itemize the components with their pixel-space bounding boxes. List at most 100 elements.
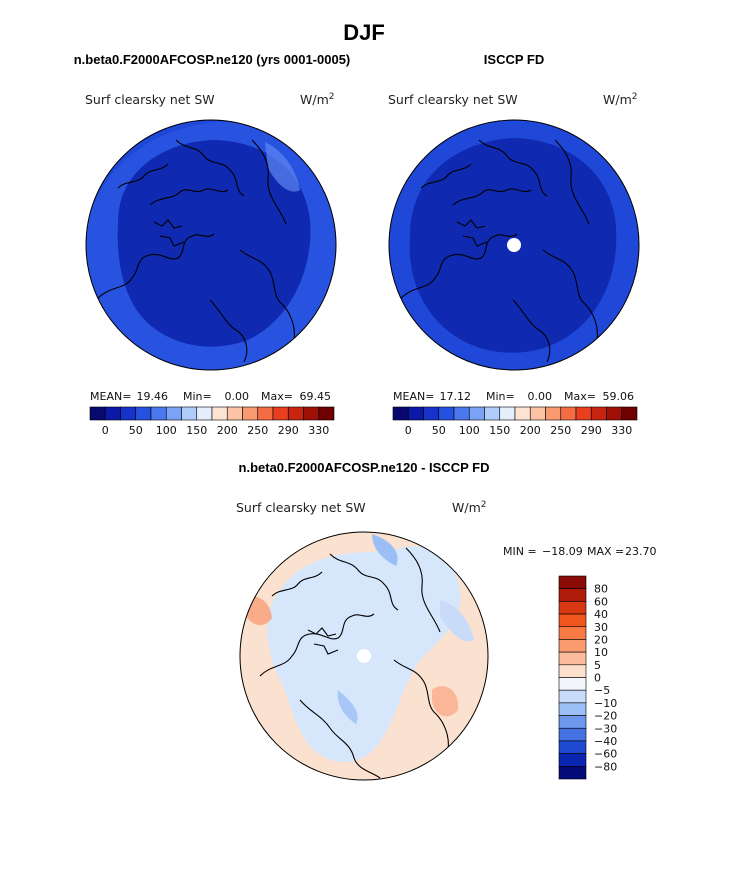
colorbar-swatch (257, 406, 274, 421)
panel1-variable: Surf clearsky net SW (85, 92, 215, 107)
colorbar-tick-label: 0 (405, 424, 412, 437)
panel2-map (388, 119, 640, 371)
panel3-min-value: −18.09 (542, 545, 583, 558)
colorbar-swatch (196, 406, 213, 421)
colorbar-tick-label: −5 (594, 684, 610, 697)
colorbar-tick-label: 290 (278, 424, 299, 437)
panel1-title: n.beta0.F2000AFCOSP.ne120 (yrs 0001-0005… (74, 52, 351, 67)
colorbar-tick-label: −80 (594, 760, 617, 773)
colorbar-swatch (165, 406, 182, 421)
colorbar-swatch (89, 406, 106, 421)
season-title: DJF (343, 20, 385, 45)
colorbar-swatch (558, 613, 587, 628)
colorbar-tick-label: 20 (594, 633, 608, 646)
panel1-max-label: Max= (261, 390, 293, 403)
panel2-colorbar-labels: 0 50 100 150 200 250 290 330 (405, 424, 633, 437)
colorbar-tick-label: 200 (520, 424, 541, 437)
colorbar-swatch (135, 406, 152, 421)
colorbar-tick-label: 100 (156, 424, 177, 437)
panel1-mean-value: 19.46 (137, 390, 169, 403)
panel2-max-value: 59.06 (603, 390, 635, 403)
panel3-negative-patch-north (372, 534, 398, 566)
panel3-max-label: MAX = (587, 545, 624, 558)
colorbar-tick-label: 200 (217, 424, 238, 437)
panel1-stats: MEAN= 19.46 Min= 0.00 Max= 69.45 (90, 390, 331, 403)
colorbar-tick-label: 50 (129, 424, 143, 437)
colorbar-swatch (558, 766, 587, 780)
panel1-coastlines (95, 139, 295, 363)
colorbar-tick-label: 150 (489, 424, 510, 437)
colorbar-tick-label: −10 (594, 697, 617, 710)
panel1-map-border (85, 119, 337, 371)
colorbar-swatch (558, 727, 587, 742)
panel2-variable: Surf clearsky net SW (388, 92, 518, 107)
colorbar-swatch (558, 588, 587, 602)
colorbar-swatch (558, 702, 587, 716)
panel2-colorbar (392, 406, 638, 421)
panel3-map (239, 531, 489, 781)
colorbar-swatch (621, 406, 638, 421)
panel2-title: ISCCP FD (484, 52, 544, 67)
colorbar-swatch (407, 406, 424, 421)
colorbar-swatch (438, 406, 455, 421)
colorbar-swatch (514, 406, 531, 421)
colorbar-tick-label: 5 (594, 659, 601, 672)
colorbar-tick-label: 250 (247, 424, 268, 437)
colorbar-swatch (499, 406, 516, 421)
colorbar-swatch (392, 406, 409, 421)
colorbar-swatch (287, 406, 304, 421)
panel3-units: W/m2 (452, 500, 486, 515)
colorbar-tick-label: 290 (581, 424, 602, 437)
panel3-coastlines (259, 547, 449, 779)
colorbar-swatch (558, 651, 587, 666)
colorbar-swatch (318, 406, 335, 421)
panel2-stats: MEAN= 17.12 Min= 0.00 Max= 59.06 (393, 390, 634, 403)
colorbar-tick-label: 330 (308, 424, 329, 437)
colorbar-tick-label: 150 (186, 424, 207, 437)
colorbar-swatch (560, 406, 577, 421)
colorbar-tick-label: 100 (459, 424, 480, 437)
panel2-min-value: 0.00 (528, 390, 553, 403)
colorbar-swatch (558, 601, 587, 615)
panel1-units: W/m2 (300, 92, 334, 107)
panel1-map (85, 119, 337, 371)
colorbar-swatch (606, 406, 623, 421)
panel2-max-label: Max= (564, 390, 596, 403)
colorbar-tick-label: −60 (594, 748, 617, 761)
panel1-greenland-patch (265, 142, 300, 192)
panel3-max-value: 23.70 (625, 545, 657, 558)
colorbar-swatch (575, 406, 592, 421)
colorbar-tick-label: −20 (594, 710, 617, 723)
colorbar-swatch (150, 406, 167, 421)
colorbar-swatch (558, 575, 587, 589)
colorbar-tick-label: 30 (594, 621, 608, 634)
colorbar-swatch (558, 753, 587, 767)
colorbar-swatch (104, 406, 121, 421)
panel3-colorbar (558, 575, 587, 780)
panel3-negative-patch-east (440, 600, 474, 642)
colorbar-swatch (558, 677, 587, 691)
colorbar-tick-label: −30 (594, 722, 617, 735)
colorbar-tick-label: 60 (594, 595, 608, 608)
panel1-max-value: 69.45 (300, 390, 332, 403)
colorbar-tick-label: 0 (594, 672, 601, 685)
panel1-colorbar-labels: 0 50 100 150 200 250 290 330 (102, 424, 330, 437)
panel3-map-border (239, 531, 489, 781)
colorbar-swatch (211, 406, 228, 421)
colorbar-swatch (558, 639, 587, 653)
panel3-title: n.beta0.F2000AFCOSP.ne120 - ISCCP FD (239, 460, 490, 475)
colorbar-tick-label: 10 (594, 646, 608, 659)
colorbar-swatch (423, 406, 440, 421)
colorbar-swatch (181, 406, 198, 421)
panel2-min-label: Min= (486, 390, 515, 403)
colorbar-tick-label: 250 (550, 424, 571, 437)
colorbar-tick-label: 330 (611, 424, 632, 437)
panel1-min-value: 0.00 (225, 390, 250, 403)
colorbar-swatch (242, 406, 259, 421)
panel1-mean-label: MEAN= (90, 390, 131, 403)
panel3-pole-hole (357, 649, 371, 663)
panel3-variable: Surf clearsky net SW (236, 500, 366, 515)
panel1-colorbar (89, 406, 335, 421)
colorbar-swatch (272, 406, 289, 421)
